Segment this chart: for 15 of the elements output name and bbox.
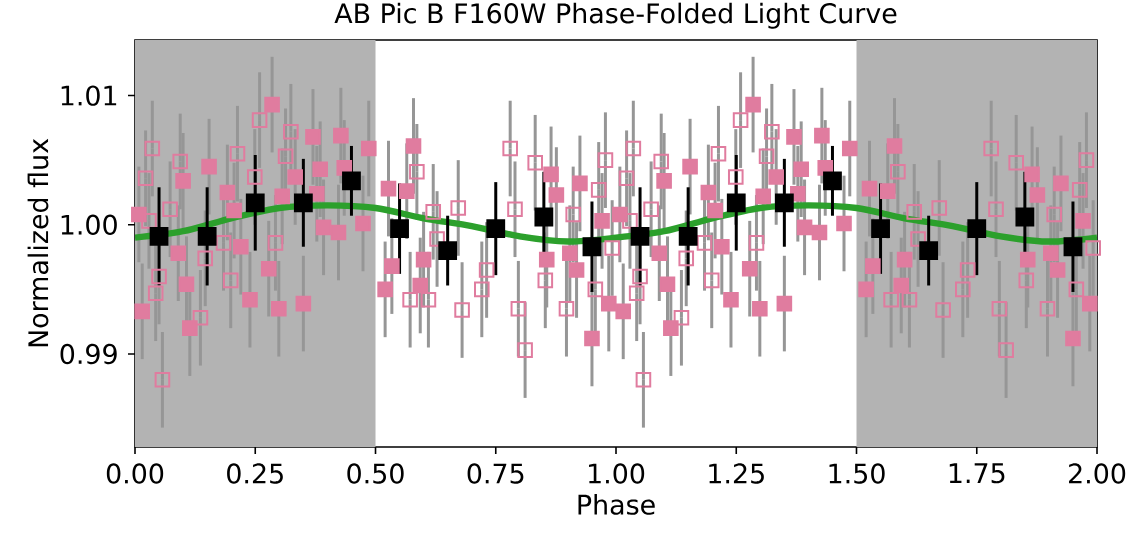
x-tick-label: 0.50 bbox=[347, 463, 404, 484]
x-tick-label: 0.25 bbox=[227, 463, 283, 484]
x-tick-label: 1.75 bbox=[949, 463, 1005, 484]
x-tick-label: 0.00 bbox=[106, 463, 164, 484]
chart-title: AB Pic B F160W Phase-Folded Light Curve bbox=[334, 2, 897, 29]
x-tick-label: 1.50 bbox=[829, 463, 885, 484]
x-tick-label: 2.00 bbox=[1069, 463, 1126, 484]
x-tick-label: 1.00 bbox=[589, 463, 645, 484]
y-tick-label: 1.01 bbox=[61, 85, 117, 106]
y-tick-label: 0.99 bbox=[60, 343, 117, 365]
x-tick-label: 1.25 bbox=[709, 463, 764, 484]
x-axis-title: Phase bbox=[578, 494, 655, 515]
y-tick-label: 1.00 bbox=[61, 214, 117, 235]
y-axis-title: Normalized flux bbox=[27, 138, 49, 347]
x-tick-label: 0.75 bbox=[467, 463, 524, 484]
